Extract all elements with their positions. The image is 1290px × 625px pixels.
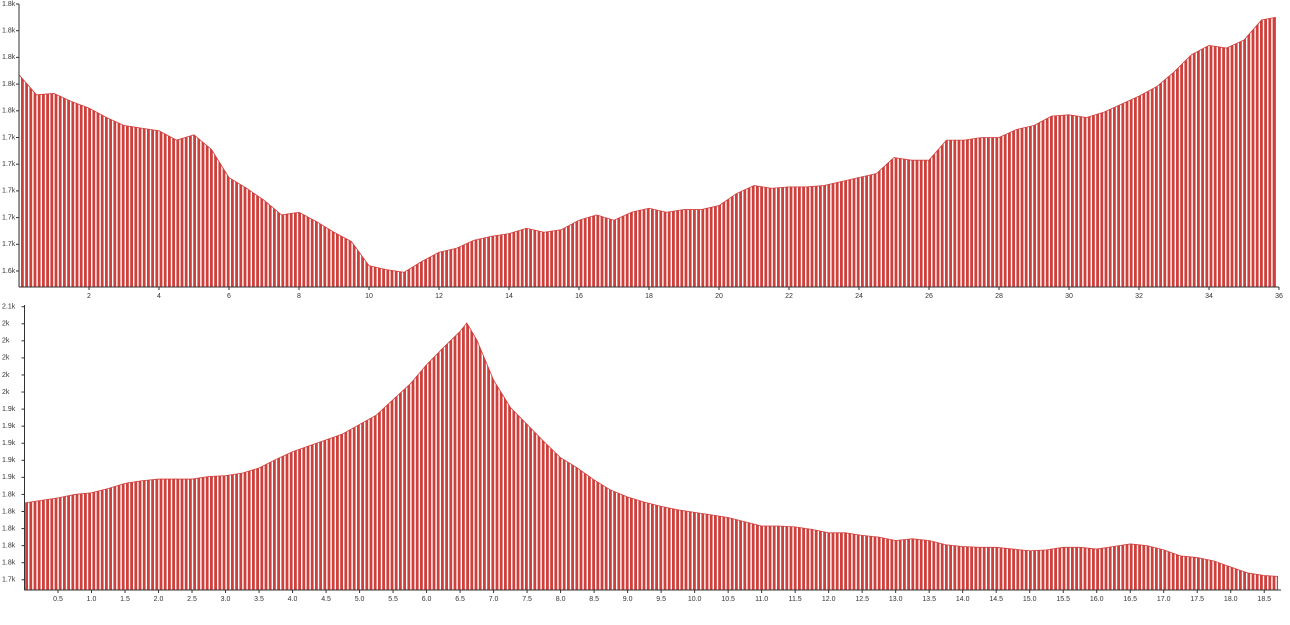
- y-tick-label: 1.9k: [2, 440, 16, 447]
- x-tick-label: 1.5: [120, 596, 130, 603]
- x-tick-label: 2.5: [187, 596, 197, 603]
- x-tick-label: 13.0: [889, 596, 903, 603]
- x-tick-label: 15.0: [1023, 596, 1037, 603]
- elevation-area: [18, 16, 1276, 288]
- y-tick-label: 1.8k: [2, 525, 16, 532]
- x-tick-label: 22: [785, 293, 793, 300]
- y-tick-label: 1.9k: [2, 423, 16, 430]
- y-tick-label: 1.8k: [2, 28, 16, 35]
- y-tick-label: 2.1k: [2, 304, 16, 311]
- y-tick-label: 1.7k: [2, 241, 16, 248]
- y-tick-label: 1.7k: [2, 188, 16, 195]
- x-tick-label: 18.0: [1224, 596, 1238, 603]
- x-tick-label: 8.5: [589, 596, 599, 603]
- x-tick-label: 12.5: [855, 596, 869, 603]
- x-tick-label: 17.0: [1157, 596, 1171, 603]
- x-tick-label: 36: [1275, 293, 1283, 300]
- x-tick-label: 30: [1065, 293, 1073, 300]
- x-tick-label: 4.0: [288, 596, 298, 603]
- x-tick-label: 6: [227, 293, 231, 300]
- x-tick-label: 10.5: [721, 596, 735, 603]
- y-tick-label: 2k: [2, 338, 10, 345]
- x-tick-label: 14.0: [956, 596, 970, 603]
- x-tick-label: 9.5: [656, 596, 666, 603]
- x-tick-label: 10.0: [688, 596, 702, 603]
- x-tick-label: 26: [925, 293, 933, 300]
- x-tick-label: 2: [87, 293, 91, 300]
- x-tick-label: 7.5: [522, 596, 532, 603]
- x-tick-label: 8.0: [556, 596, 566, 603]
- x-tick-label: 7.0: [489, 596, 499, 603]
- x-tick-label: 0.5: [53, 596, 63, 603]
- y-tick-label: 1.7k: [2, 214, 16, 221]
- x-tick-label: 11.5: [789, 596, 802, 603]
- y-tick-label: 1.8k: [2, 108, 16, 115]
- y-tick-label: 1.8k: [2, 54, 16, 61]
- y-tick-label: 1.9k: [2, 457, 16, 464]
- x-tick-label: 32: [1135, 293, 1143, 300]
- y-tick-label: 1.8k: [2, 1, 16, 8]
- x-tick-label: 16.0: [1090, 596, 1104, 603]
- y-tick-label: 1.9k: [2, 474, 16, 481]
- x-tick-label: 3.5: [254, 596, 264, 603]
- x-tick-label: 16.5: [1123, 596, 1137, 603]
- y-tick-label: 2k: [2, 389, 10, 396]
- x-tick-label: 18: [645, 293, 653, 300]
- x-tick-label: 3.0: [221, 596, 231, 603]
- y-tick-label: 2k: [2, 321, 10, 328]
- y-tick-label: 1.7k: [2, 577, 16, 584]
- y-tick-label: 1.6k: [2, 268, 16, 275]
- y-tick-label: 1.8k: [2, 560, 16, 567]
- y-tick-label: 1.8k: [2, 81, 16, 88]
- x-tick-label: 12.0: [822, 596, 836, 603]
- x-tick-label: 14.5: [989, 596, 1003, 603]
- y-tick-label: 1.7k: [2, 134, 16, 141]
- x-tick-label: 5.0: [355, 596, 365, 603]
- x-tick-label: 9.0: [623, 596, 633, 603]
- x-tick-label: 28: [995, 293, 1003, 300]
- x-tick-label: 13.5: [922, 596, 936, 603]
- x-tick-label: 15.5: [1056, 596, 1070, 603]
- x-tick-label: 17.5: [1190, 596, 1204, 603]
- x-tick-label: 6.5: [455, 596, 465, 603]
- x-tick-label: 34: [1205, 293, 1213, 300]
- y-tick-label: 1.7k: [2, 161, 16, 168]
- x-tick-label: 12: [435, 293, 443, 300]
- x-tick-label: 24: [855, 293, 863, 300]
- x-tick-label: 18.5: [1257, 596, 1271, 603]
- y-tick-label: 1.8k: [2, 491, 16, 498]
- x-tick-label: 16: [575, 293, 583, 300]
- y-tick-label: 2k: [2, 355, 10, 362]
- x-tick-label: 5.5: [388, 596, 398, 603]
- y-tick-label: 1.8k: [2, 542, 16, 549]
- x-tick-label: 10: [365, 293, 373, 300]
- y-tick-label: 1.9k: [2, 406, 16, 413]
- y-tick-label: 2k: [2, 372, 10, 379]
- elevation-area: [24, 322, 1279, 591]
- x-tick-label: 8: [297, 293, 301, 300]
- x-tick-label: 11.0: [755, 596, 768, 603]
- x-tick-label: 14: [505, 293, 513, 300]
- x-tick-label: 2.0: [154, 596, 164, 603]
- x-tick-label: 6.0: [422, 596, 432, 603]
- x-tick-label: 4: [157, 293, 161, 300]
- x-tick-label: 1.0: [87, 596, 97, 603]
- x-tick-label: 20: [715, 293, 723, 300]
- x-tick-label: 4.5: [321, 596, 331, 603]
- y-tick-label: 1.8k: [2, 508, 16, 515]
